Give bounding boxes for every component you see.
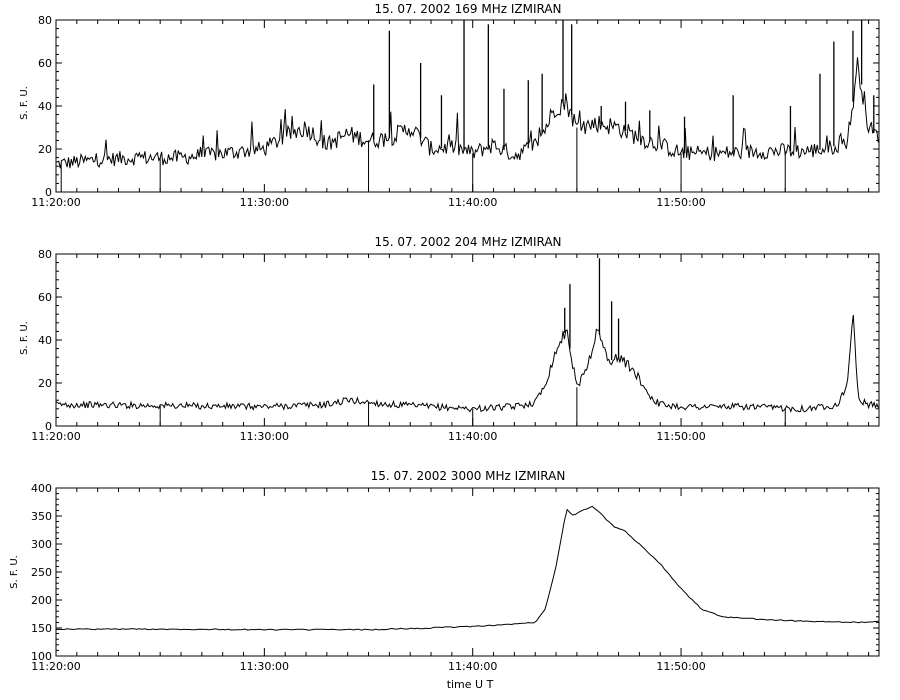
panel-title: 15. 07. 2002 169 MHz IZMIRAN [374,2,561,16]
x-tick-label: 11:20:00 [31,196,80,209]
y-tick-label: 40 [38,334,52,347]
plot-frame [55,253,880,427]
y-tick-label: 60 [38,57,52,70]
axes-layer: 100 150 200 250 300 350 400 11:20:00 11:30:00 11:… [31,482,879,673]
x-tick-label: 11:40:00 [448,196,497,209]
y-axis-label: S. F. U. [19,86,30,120]
y-tick-label: 0 [45,186,52,199]
panel-3000mhz: 15. 07. 2002 3000 MHz IZMIRAN S. F. U. 1… [9,469,880,691]
series-layer [55,258,879,426]
x-tick-label: 11:40:00 [448,430,497,443]
axes-layer: 0 20 40 60 80 11:20:00 11:30:00 11:40:00 11:50:0… [31,14,879,209]
series-layer [55,20,879,192]
y-tick-label: 250 [31,566,52,579]
y-tick-label: 350 [31,510,52,523]
x-tick-label: 11:20:00 [31,660,80,673]
y-tick-label: 80 [38,14,52,27]
x-tick-label: 11:30:00 [240,196,289,209]
x-tick-label: 11:50:00 [656,660,705,673]
series-line [55,505,879,631]
y-tick-label: 80 [38,248,52,261]
x-axis-label: time U T [447,678,494,691]
y-tick-label: 0 [45,420,52,433]
axes-layer: 0 20 40 60 80 11:20:00 11:30:00 11:40:00 11:50:0… [31,248,879,443]
series-layer [55,505,879,631]
y-axis-label: S. F. U. [19,321,30,355]
plot-frame [55,487,880,657]
y-tick-label: 300 [31,538,52,551]
plot-frame [55,19,880,193]
y-tick-label: 100 [31,650,52,663]
y-tick-label: 20 [38,143,52,156]
y-axis-label: S. F. U. [9,555,20,589]
x-tick-label: 11:50:00 [656,196,705,209]
panel-title: 15. 07. 2002 3000 MHz IZMIRAN [371,469,566,483]
x-tick-label: 11:50:00 [656,430,705,443]
panel-title: 15. 07. 2002 204 MHz IZMIRAN [374,235,561,249]
x-tick-label: 11:20:00 [31,430,80,443]
x-tick-label: 11:30:00 [240,660,289,673]
panel-169mhz: 15. 07. 2002 169 MHz IZMIRAN S. F. U. 0 2… [19,2,880,209]
y-tick-label: 400 [31,482,52,495]
x-tick-label: 11:30:00 [240,430,289,443]
y-tick-label: 40 [38,100,52,113]
y-tick-label: 20 [38,377,52,390]
y-tick-label: 60 [38,291,52,304]
panel-204mhz: 15. 07. 2002 204 MHz IZMIRAN S. F. U. 0 2… [19,235,880,443]
series-line [55,57,879,169]
y-tick-label: 200 [31,594,52,607]
series-line [55,314,879,413]
x-tick-label: 11:40:00 [448,660,497,673]
y-tick-label: 150 [31,622,52,635]
